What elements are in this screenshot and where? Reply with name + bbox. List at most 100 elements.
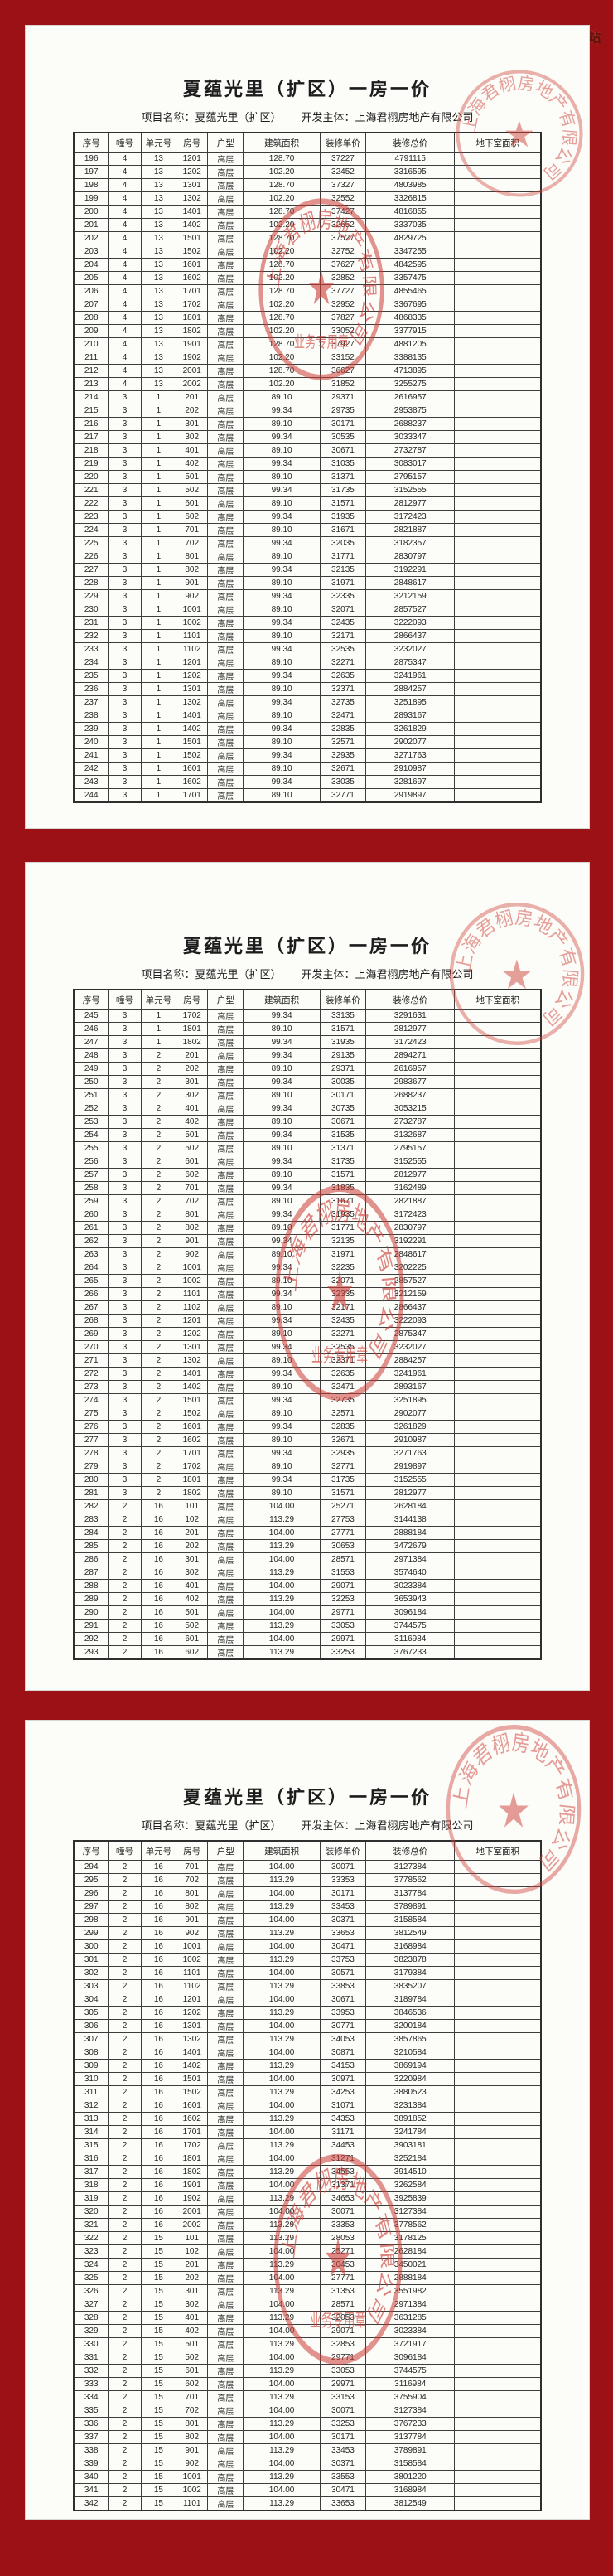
- table-cell: 1: [140, 669, 177, 683]
- table-cell: 102: [176, 1513, 209, 1527]
- table-cell: 高层: [207, 2231, 244, 2245]
- table-cell: 3202225: [365, 1261, 456, 1275]
- table-cell: 3: [108, 1221, 142, 1235]
- table-cell: 128.70: [243, 231, 321, 245]
- table-cell: [454, 1446, 542, 1460]
- table-cell: 37827: [319, 311, 367, 325]
- table-cell: 16: [140, 2006, 177, 2020]
- table-row: 320 2 16 2001 高层 104.00 30071 3127384: [73, 2205, 542, 2219]
- table-cell: 104.00: [243, 1939, 321, 1954]
- table-cell: 3: [108, 695, 142, 709]
- table-cell: 3: [108, 589, 142, 603]
- table-cell: 102.20: [243, 191, 321, 206]
- table-cell: 3: [108, 1460, 142, 1474]
- table-cell: 2: [108, 2019, 142, 2033]
- table-cell: 104.00: [243, 1579, 321, 1593]
- table-cell: 113.29: [243, 1645, 321, 1660]
- table-cell: 3023384: [365, 1579, 456, 1593]
- table-cell: 32235: [319, 1261, 367, 1275]
- table-cell: 1402: [176, 1380, 209, 1394]
- table-cell: 320: [73, 2205, 109, 2219]
- table-cell: 32935: [319, 748, 367, 763]
- table-cell: 317: [73, 2165, 109, 2179]
- table-cell: 高层: [207, 1367, 244, 1381]
- header-row: 序号 幢号 单元号 房号 户型 建筑面积 装修单价 装修总价 地下室面积: [73, 1840, 542, 1861]
- table-cell: 1301: [176, 178, 209, 192]
- table-row: 266 3 2 1101 高层 99.34 32335 3212159: [73, 1287, 542, 1301]
- table-cell: 502: [176, 483, 209, 497]
- project-info-line: 项目名称：夏蕴光里（扩区） 开发主体：上海君栩房地产有限公司: [25, 1817, 590, 1833]
- table-cell: 16: [140, 2218, 177, 2232]
- table-cell: [454, 1022, 542, 1036]
- table-cell: [454, 1181, 542, 1195]
- table-cell: 99.34: [243, 1473, 321, 1487]
- table-cell: 1: [140, 523, 177, 537]
- table-cell: 201: [176, 1048, 209, 1063]
- table-cell: 37427: [319, 205, 367, 219]
- table-cell: 高层: [207, 1486, 244, 1500]
- table-cell: [454, 1645, 542, 1660]
- table-cell: 113.29: [243, 2258, 321, 2272]
- table-cell: 27753: [319, 1513, 367, 1527]
- table-cell: [454, 576, 542, 590]
- table-cell: 37227: [319, 152, 367, 166]
- table-cell: 16: [140, 1900, 177, 1914]
- table-cell: 89.10: [243, 788, 321, 803]
- table-cell: [454, 1353, 542, 1368]
- table-cell: 3127384: [365, 1860, 456, 1874]
- table-cell: 2: [108, 2364, 142, 2378]
- table-row: 294 2 16 701 高层 104.00 30071 3127384: [73, 1860, 542, 1874]
- table-cell: 1: [140, 1035, 177, 1049]
- table-cell: 2: [108, 1645, 142, 1660]
- table-cell: 235: [73, 669, 109, 683]
- table-cell: 279: [73, 1460, 109, 1474]
- table-cell: [454, 709, 542, 723]
- table-cell: 33453: [319, 2443, 367, 2457]
- table-cell: 高层: [207, 404, 244, 418]
- table-cell: 3251895: [365, 1393, 456, 1407]
- table-cell: 3152555: [365, 1155, 456, 1169]
- table-cell: 13: [140, 245, 177, 259]
- table-cell: [454, 1009, 542, 1023]
- table-row: 282 2 16 101 高层 104.00 25271 2628184: [73, 1499, 542, 1513]
- table-cell: 113.29: [243, 2112, 321, 2126]
- table-cell: 2: [140, 1433, 177, 1447]
- table-cell: 4881205: [365, 337, 456, 351]
- table-cell: 1502: [176, 748, 209, 763]
- table-row: 199 4 13 1302 高层 102.20 32552 3326815: [73, 191, 542, 206]
- table-cell: 1102: [176, 642, 209, 656]
- table-cell: 13: [140, 205, 177, 219]
- table-cell: 16: [140, 1913, 177, 1927]
- table-cell: 282: [73, 1499, 109, 1513]
- table-cell: 104.00: [243, 1860, 321, 1874]
- table-cell: 4: [108, 258, 142, 272]
- table-cell: 1601: [176, 1420, 209, 1434]
- table-cell: 802: [176, 1900, 209, 1914]
- table-row: 264 3 2 1001 高层 99.34 32235 3202225: [73, 1261, 542, 1275]
- table-row: 241 3 1 1502 高层 99.34 32935 3271763: [73, 748, 542, 763]
- table-cell: [454, 603, 542, 617]
- table-row: 325 2 15 202 高层 104.00 27771 2888184: [73, 2271, 542, 2285]
- table-row: 212 4 13 2001 高层 128.70 36627 4713895: [73, 364, 542, 378]
- table-cell: 高层: [207, 1407, 244, 1421]
- table-cell: 304: [73, 1993, 109, 2007]
- table-cell: 113.29: [243, 1953, 321, 1967]
- table-cell: 113.29: [243, 2496, 321, 2511]
- table-cell: 202: [73, 231, 109, 245]
- table-cell: 3: [108, 616, 142, 630]
- table-cell: 3: [108, 470, 142, 484]
- table-cell: 322: [73, 2231, 109, 2245]
- table-cell: 99.34: [243, 589, 321, 603]
- table-cell: 89.10: [243, 576, 321, 590]
- table-cell: 2: [108, 2178, 142, 2192]
- table-cell: 2: [108, 2125, 142, 2139]
- table-row: 268 3 2 1201 高层 99.34 32435 3222093: [73, 1314, 542, 1328]
- table-cell: 3172423: [365, 510, 456, 524]
- table-cell: [454, 298, 542, 312]
- column-header: 装修单价: [319, 989, 367, 1010]
- table-cell: 3721917: [365, 2337, 456, 2351]
- table-cell: 32635: [319, 669, 367, 683]
- table-cell: 601: [176, 1632, 209, 1646]
- table-cell: 4713895: [365, 364, 456, 378]
- table-cell: 1: [140, 483, 177, 497]
